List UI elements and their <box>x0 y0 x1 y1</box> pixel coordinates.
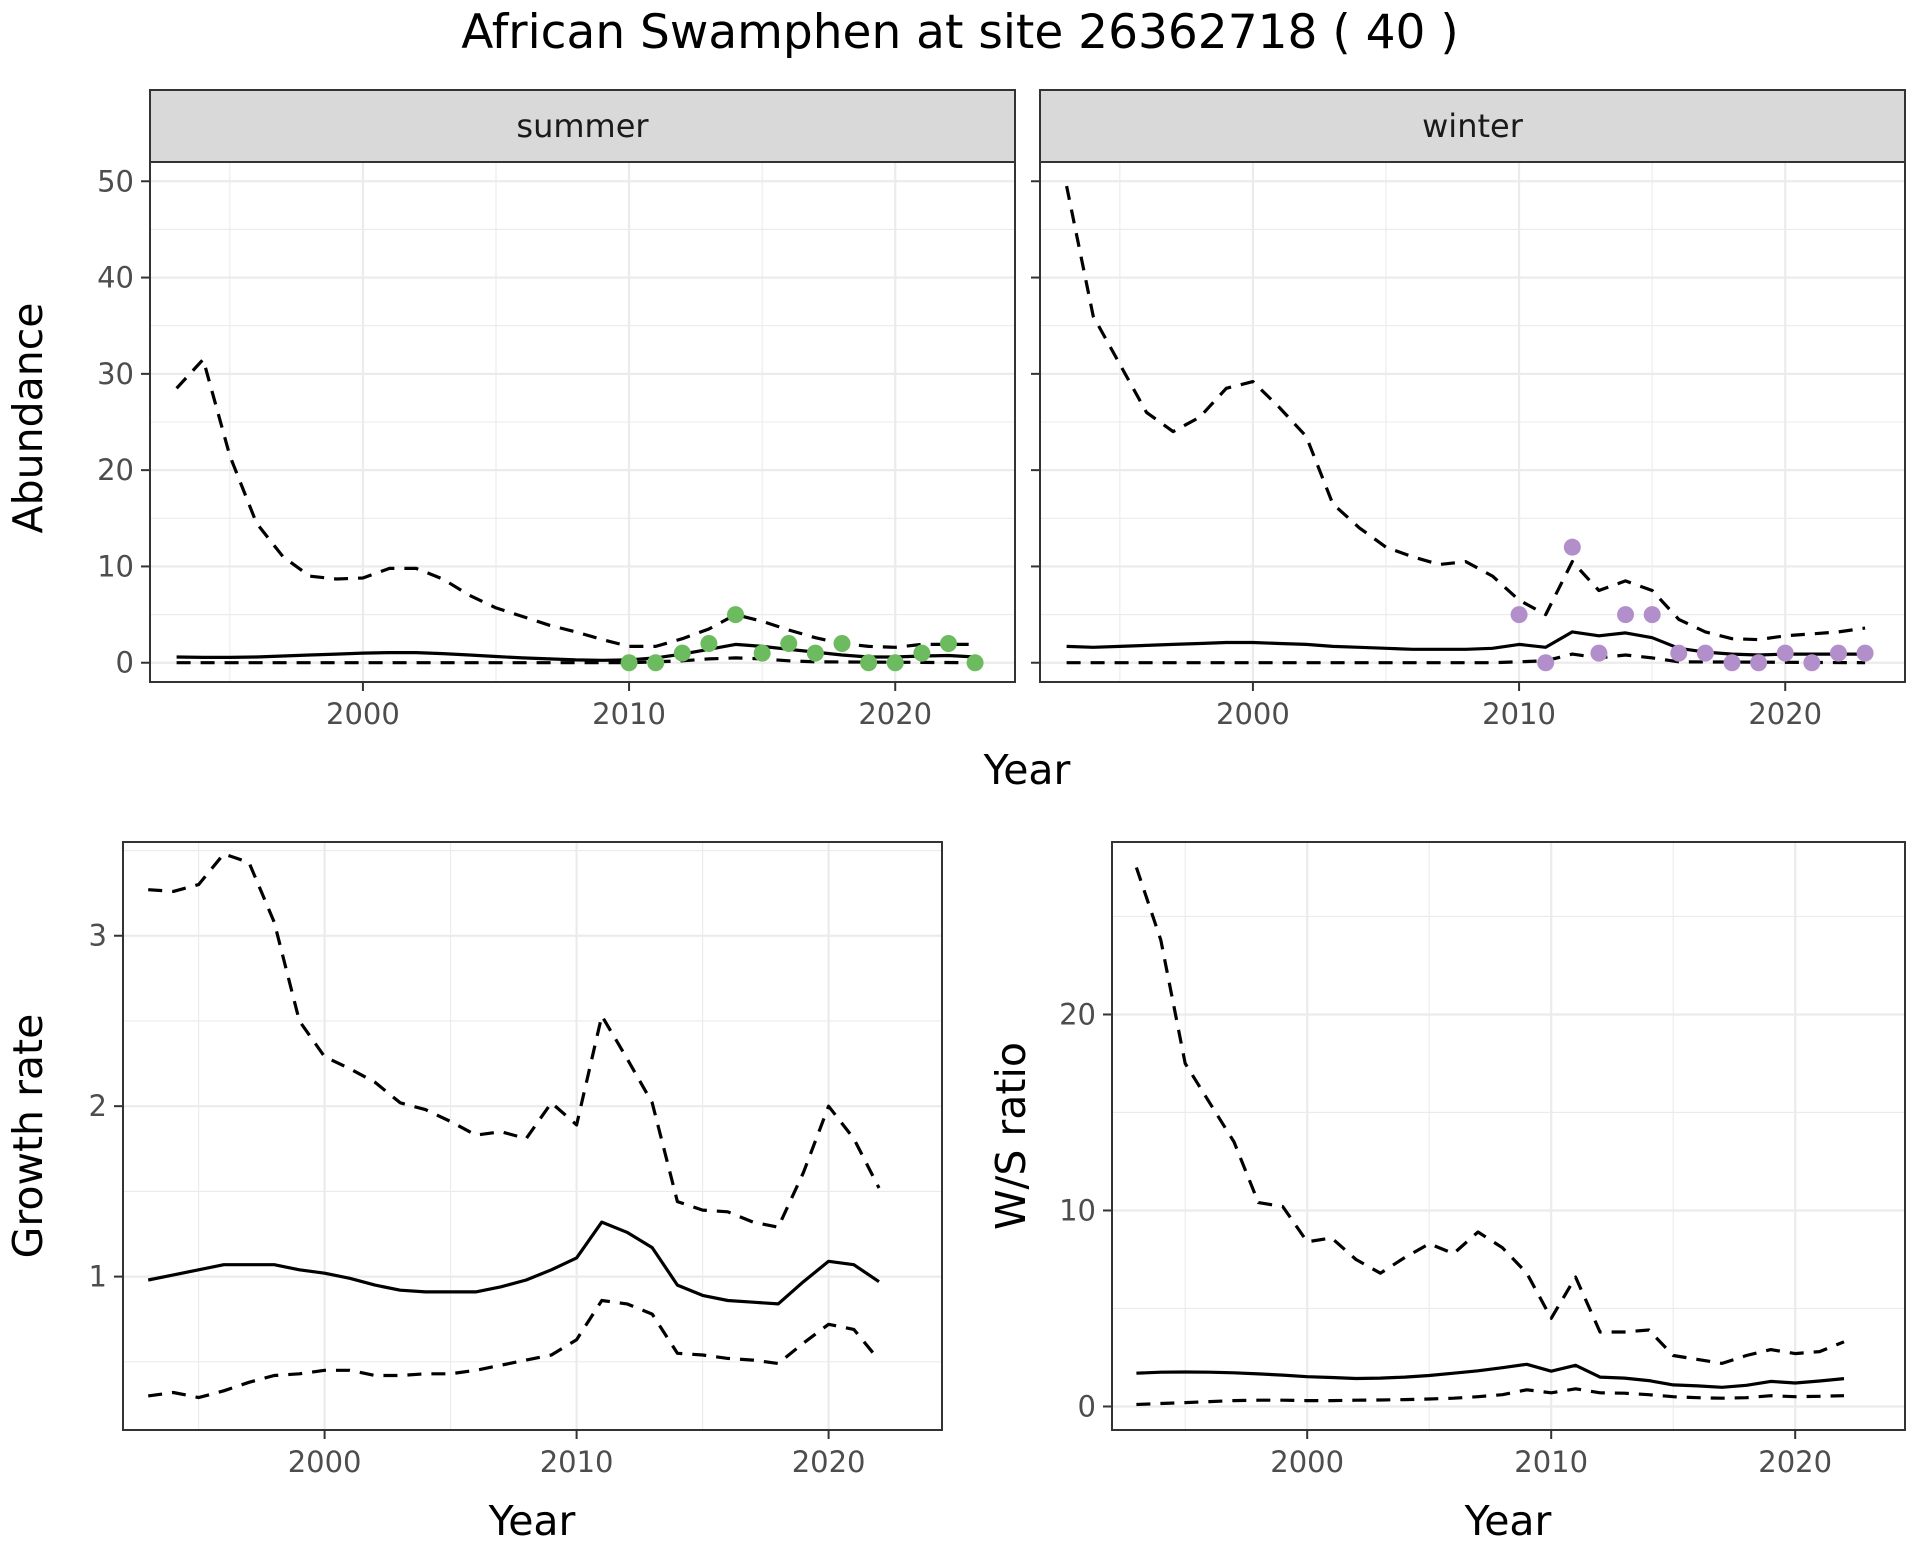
observed-point <box>753 644 771 662</box>
y-tick-label: 50 <box>97 164 134 198</box>
observed-point <box>939 634 957 652</box>
observed-point <box>700 634 718 652</box>
observed-point <box>727 606 745 624</box>
observed-point <box>780 634 798 652</box>
series-line-upper <box>1134 866 1845 1366</box>
observed-point <box>1776 644 1794 662</box>
x-tick-label: 2020 <box>1758 1445 1832 1479</box>
observed-point <box>1670 644 1688 662</box>
series-line-mean <box>1066 630 1866 657</box>
facet-strip-label: winter <box>1422 107 1524 145</box>
chart-panel-4: 2000 2010 2020 0 10 20 W/S ratio Year <box>987 841 1906 1545</box>
observed-point <box>806 644 824 662</box>
y-tick-label: 3 <box>89 919 107 953</box>
x-axis-title-shared: Year <box>983 746 1071 794</box>
observed-point <box>620 654 638 672</box>
x-tick-label: 2010 <box>1514 1445 1588 1479</box>
observed-point <box>647 654 665 672</box>
y-axis-title: W/S ratio <box>987 1042 1035 1230</box>
y-tick-label: 20 <box>97 453 134 487</box>
x-tick-label: 2020 <box>858 697 932 731</box>
observed-point <box>1563 538 1581 556</box>
observed-point <box>1750 654 1768 672</box>
panel-border <box>122 841 943 1431</box>
x-tick-label: 2020 <box>1748 697 1822 731</box>
x-tick-label: 2010 <box>1482 697 1556 731</box>
observed-point <box>1510 606 1528 624</box>
y-tick-label: 40 <box>97 261 134 295</box>
observed-point <box>1829 644 1847 662</box>
plot-area <box>123 842 942 1430</box>
series-line-upper <box>148 852 881 1229</box>
x-tick-label: 2000 <box>288 1445 362 1479</box>
observed-point <box>886 654 904 672</box>
series-line-lower <box>147 1298 881 1400</box>
y-axis-title: Abundance <box>4 303 52 534</box>
x-axis-title: Year <box>488 1497 576 1545</box>
facet-strip-label: summer <box>516 107 649 145</box>
observed-point <box>673 644 691 662</box>
observed-point <box>1696 644 1714 662</box>
chart-panel-1: summer 2000 2010 2020 0 10 20 30 40 50 Abundance <box>4 89 1016 731</box>
plot-area <box>1112 842 1905 1430</box>
y-tick-label: 0 <box>1078 1389 1096 1423</box>
observed-point <box>1643 606 1661 624</box>
observed-point <box>1723 654 1741 672</box>
observed-point <box>1537 654 1555 672</box>
series-line-mean <box>147 1220 880 1306</box>
facet-strip <box>149 89 1016 163</box>
observed-point <box>1590 644 1608 662</box>
series-line-upper <box>1065 185 1866 642</box>
y-tick-label: 20 <box>1059 997 1096 1031</box>
chart-panel-2: winter 2000 2010 2020 <box>1031 89 1906 731</box>
y-tick-label: 0 <box>116 646 134 680</box>
y-tick-label: 2 <box>89 1089 107 1123</box>
x-tick-label: 2010 <box>592 697 666 731</box>
observed-point <box>966 654 984 672</box>
observed-point <box>833 634 851 652</box>
y-tick-label: 1 <box>89 1260 107 1294</box>
series-line-mean <box>176 642 976 662</box>
chart-panel-3: 2000 2010 2020 1 2 3 Growth rate Year <box>4 841 943 1545</box>
y-tick-label: 10 <box>97 549 134 583</box>
y-tick-label: 10 <box>1059 1193 1096 1227</box>
series-line-lower <box>1066 652 1866 665</box>
figure-title: African Swamphen at site 26362718 ( 40 ) <box>461 5 1458 60</box>
observed-point <box>1617 606 1635 624</box>
observed-point <box>1803 654 1821 672</box>
panel-border <box>1111 841 1906 1431</box>
series-line-lower <box>176 656 976 665</box>
observed-point <box>860 654 878 672</box>
observed-point <box>1856 644 1874 662</box>
x-axis-title: Year <box>1464 1497 1552 1545</box>
facet-strip <box>1039 89 1906 163</box>
y-tick-label: 30 <box>97 357 134 391</box>
x-tick-label: 2010 <box>540 1445 614 1479</box>
x-tick-label: 2000 <box>1270 1445 1344 1479</box>
x-tick-label: 2000 <box>326 697 400 731</box>
x-tick-label: 2020 <box>792 1445 866 1479</box>
x-tick-label: 2000 <box>1216 697 1290 731</box>
series-line-mean <box>1136 1362 1845 1389</box>
y-axis-title: Growth rate <box>4 1014 52 1259</box>
observed-point <box>913 644 931 662</box>
